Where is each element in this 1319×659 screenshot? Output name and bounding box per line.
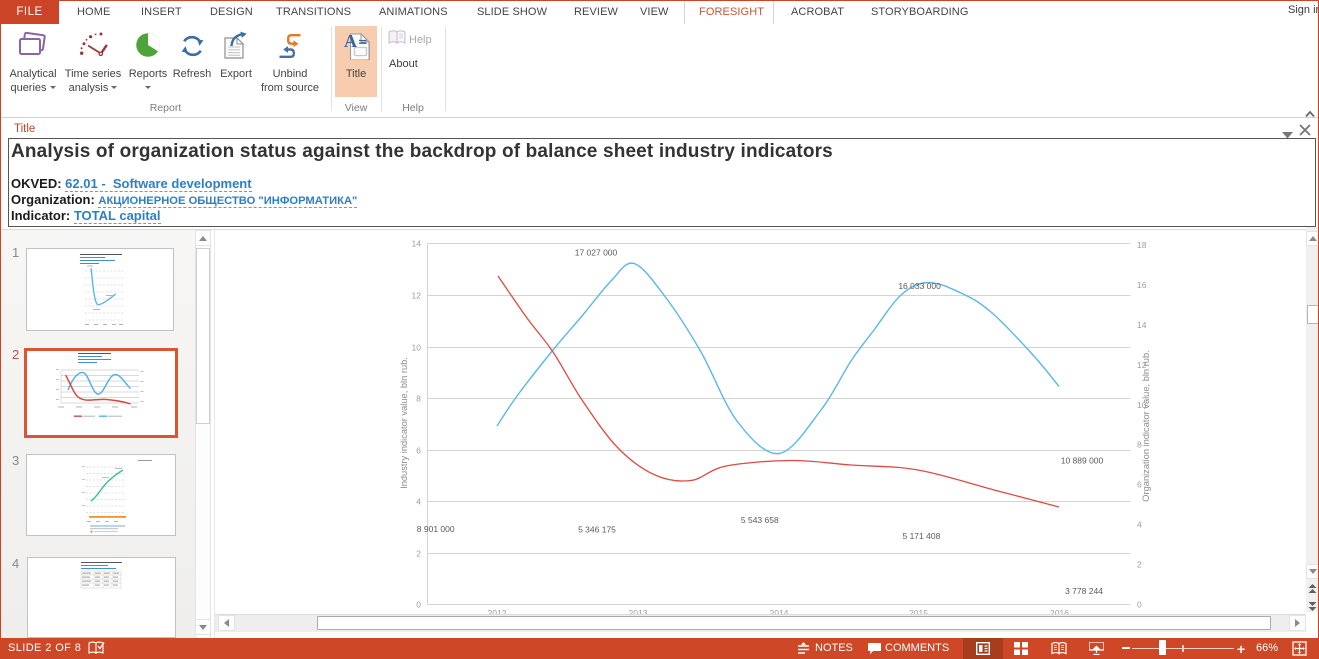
svg-text:5 171 408: 5 171 408 [902, 531, 940, 541]
svg-text:A: A [344, 31, 357, 51]
svg-text:16: 16 [1137, 280, 1147, 290]
svg-text:6: 6 [416, 446, 421, 456]
svg-text:Organization indicator value,: Organization indicator value, bln rub. [1141, 350, 1151, 501]
svg-text:2012: 2012 [488, 608, 507, 616]
svg-text:4: 4 [1137, 520, 1142, 530]
svg-text:12: 12 [412, 291, 422, 301]
svg-text:8 901 000: 8 901 000 [417, 524, 455, 534]
svg-text:Industry indicator value, bln: Industry indicator value, bln rub. [399, 357, 409, 489]
svg-text:4: 4 [416, 497, 421, 507]
svg-text:2: 2 [1137, 559, 1142, 569]
svg-text:17 027 000: 17 027 000 [575, 248, 618, 258]
svg-text:2013: 2013 [629, 608, 648, 616]
svg-text:2014: 2014 [770, 608, 789, 616]
svg-text:2: 2 [416, 549, 421, 559]
svg-text:14: 14 [412, 239, 422, 249]
svg-text:12: 12 [1137, 360, 1147, 370]
svg-text:3 778 244: 3 778 244 [1065, 586, 1103, 596]
svg-text:8: 8 [416, 394, 421, 404]
svg-text:10 889 000: 10 889 000 [1061, 456, 1104, 466]
svg-text:10: 10 [412, 343, 422, 353]
svg-text:0: 0 [1137, 599, 1142, 609]
svg-text:6: 6 [1137, 480, 1142, 490]
svg-text:16 033 000: 16 033 000 [898, 281, 941, 291]
svg-text:2015: 2015 [909, 608, 928, 616]
svg-text:10: 10 [1137, 400, 1147, 410]
svg-text:0: 0 [416, 600, 421, 610]
svg-text:5 346 175: 5 346 175 [578, 524, 616, 534]
svg-text:2016: 2016 [1050, 608, 1069, 616]
svg-text:5 543 658: 5 543 658 [741, 515, 779, 525]
svg-text:8: 8 [1137, 440, 1142, 450]
svg-text:18: 18 [1137, 240, 1147, 250]
svg-text:14: 14 [1137, 320, 1147, 330]
